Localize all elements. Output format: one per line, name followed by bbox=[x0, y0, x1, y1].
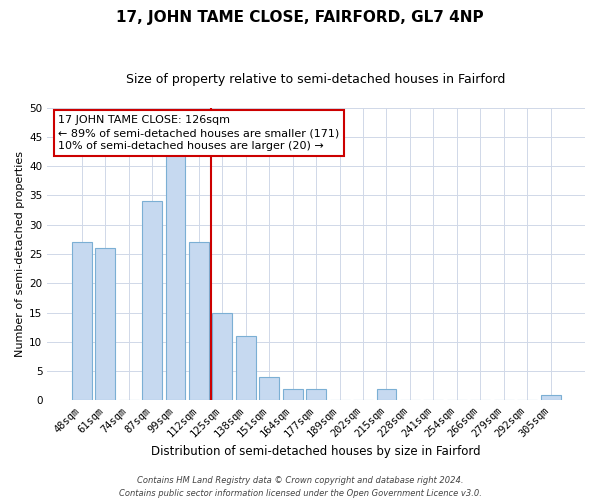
Bar bbox=[377, 389, 397, 400]
Text: 17 JOHN TAME CLOSE: 126sqm
← 89% of semi-detached houses are smaller (171)
10% o: 17 JOHN TAME CLOSE: 126sqm ← 89% of semi… bbox=[58, 115, 339, 151]
Bar bbox=[236, 336, 256, 400]
Bar bbox=[72, 242, 92, 400]
Bar bbox=[541, 394, 560, 400]
Bar bbox=[166, 154, 185, 400]
Bar bbox=[212, 312, 232, 400]
Y-axis label: Number of semi-detached properties: Number of semi-detached properties bbox=[15, 151, 25, 357]
Bar bbox=[189, 242, 209, 400]
Title: Size of property relative to semi-detached houses in Fairford: Size of property relative to semi-detach… bbox=[127, 72, 506, 86]
Text: Contains HM Land Registry data © Crown copyright and database right 2024.
Contai: Contains HM Land Registry data © Crown c… bbox=[119, 476, 481, 498]
Text: 17, JOHN TAME CLOSE, FAIRFORD, GL7 4NP: 17, JOHN TAME CLOSE, FAIRFORD, GL7 4NP bbox=[116, 10, 484, 25]
Bar bbox=[306, 389, 326, 400]
X-axis label: Distribution of semi-detached houses by size in Fairford: Distribution of semi-detached houses by … bbox=[151, 444, 481, 458]
Bar bbox=[142, 202, 162, 400]
Bar bbox=[95, 248, 115, 400]
Bar bbox=[259, 377, 279, 400]
Bar bbox=[283, 389, 302, 400]
